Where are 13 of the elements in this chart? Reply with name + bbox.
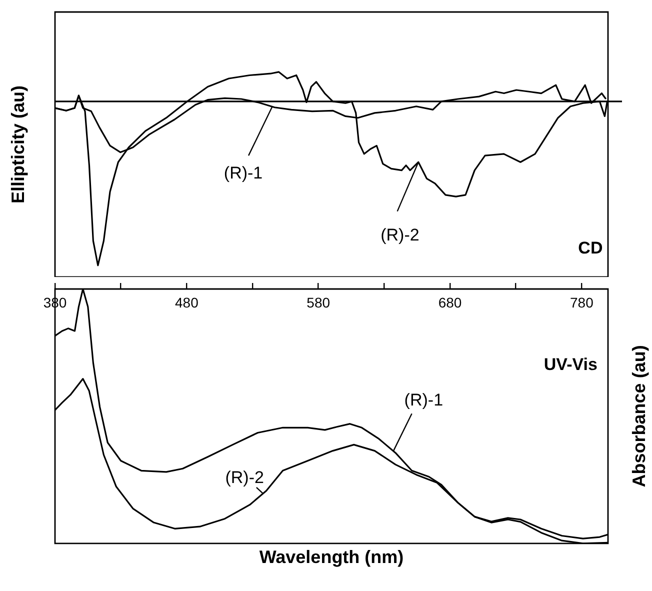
- text: (R)-1: [404, 390, 444, 410]
- series-label: (R)-2: [225, 468, 264, 488]
- x-tick-label: 580: [306, 294, 330, 310]
- x-tick-label: 680: [438, 294, 462, 310]
- y-axis-title: Ellipticity (au): [8, 85, 28, 204]
- x-axis-title: Wavelength (nm): [259, 547, 404, 568]
- y2-axis-title: Absorbance (au): [628, 345, 649, 488]
- text: (R)-1: [224, 163, 263, 182]
- x-tick-label: 780: [570, 294, 594, 310]
- annotation: UV-Vis: [544, 355, 598, 374]
- annotation: CD: [578, 238, 603, 258]
- text: (R)-2: [380, 226, 420, 245]
- x-tick-label: 480: [174, 294, 199, 310]
